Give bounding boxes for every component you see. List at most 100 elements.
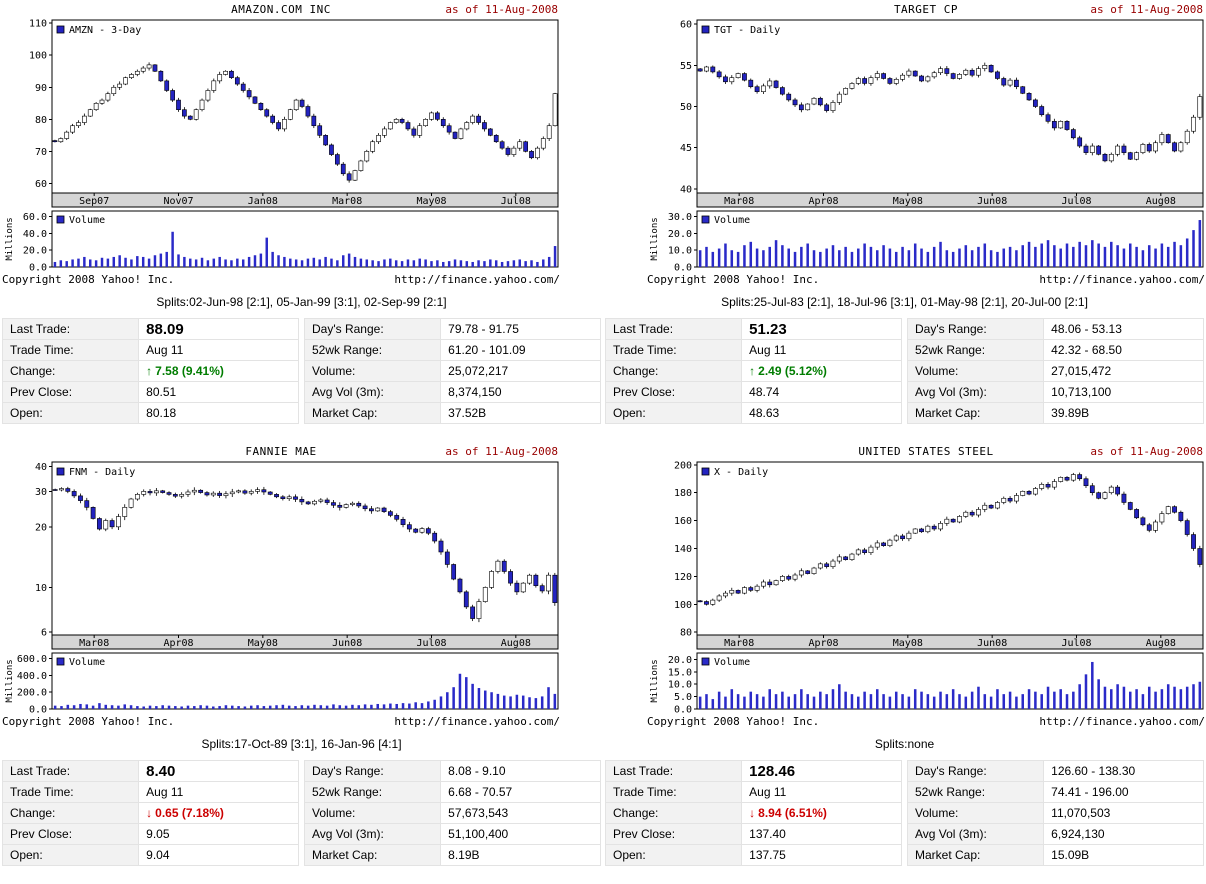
candlestick-volume-chart: 40 30 20 10 6 Mar08 Apr08 May08 Jun08 Jul08 Aug08 F…	[5, 461, 559, 716]
quote-value: ↓ 8.94 (6.51%)	[741, 802, 902, 824]
chart-as-of-date: as of 11-Aug-2008	[1090, 445, 1203, 458]
quote-tables: Last Trade: 8.40 Trade Time: Aug 11 Change: ↓…	[0, 756, 603, 866]
quote-value: Aug 11	[138, 781, 299, 803]
svg-text:0.0: 0.0	[29, 705, 47, 716]
quote-label: Prev Close:	[604, 823, 743, 845]
svg-text:Volume: Volume	[714, 215, 750, 226]
svg-text:160: 160	[674, 516, 692, 527]
svg-text:AMZN - 3-Day: AMZN - 3-Day	[69, 25, 141, 36]
chart-image: TARGET CP as of 11-Aug-2008 60 55 50 45 40 Ma…	[647, 0, 1205, 287]
chart-titlebar: AMAZON.COM INC as of 11-Aug-2008	[2, 0, 560, 17]
quote-value: Aug 11	[741, 781, 902, 803]
svg-text:140: 140	[674, 544, 692, 555]
chart-copyright: Copyright 2008 Yahoo! Inc.	[2, 273, 175, 286]
svg-text:45: 45	[680, 143, 692, 154]
quote-label: Trade Time:	[604, 339, 743, 361]
svg-text:May08: May08	[416, 196, 446, 207]
quote-value: 48.63	[741, 402, 902, 424]
quote-label: Open:	[604, 844, 743, 866]
quote-label: Volume:	[303, 802, 442, 824]
svg-text:200: 200	[674, 460, 692, 471]
quote-value: 15.09B	[1043, 844, 1204, 866]
quote-label: 52wk Range:	[303, 339, 442, 361]
quote-label: Avg Vol (3m):	[906, 823, 1045, 845]
quote-value: 8.19B	[440, 844, 601, 866]
quote-table-right: Day's Range: 48.06 - 53.13 52wk Range: 42.3…	[906, 318, 1204, 424]
svg-text:Apr08: Apr08	[163, 638, 193, 649]
svg-text:60.0: 60.0	[23, 212, 47, 223]
svg-text:15.0: 15.0	[668, 667, 692, 678]
svg-text:Jun08: Jun08	[977, 638, 1007, 649]
svg-text:40: 40	[680, 184, 692, 195]
svg-text:Jun08: Jun08	[332, 638, 362, 649]
stock-quadrant-tgt: TARGET CP as of 11-Aug-2008 60 55 50 45 40 Ma…	[603, 0, 1206, 442]
quote-value: 8.40	[138, 760, 299, 782]
quote-value: ↓ 0.65 (7.18%)	[138, 802, 299, 824]
svg-text:600.0: 600.0	[17, 654, 47, 665]
svg-text:100: 100	[29, 51, 47, 62]
quote-label: Prev Close:	[1, 823, 140, 845]
quote-value: 48.74	[741, 381, 902, 403]
chart-titlebar: FANNIE MAE as of 11-Aug-2008	[2, 442, 560, 459]
quote-label: Change:	[604, 802, 743, 824]
quote-table-left: Last Trade: 8.40 Trade Time: Aug 11 Change: ↓…	[1, 760, 299, 866]
svg-text:Jul08: Jul08	[416, 638, 446, 649]
chart-as-of-date: as of 11-Aug-2008	[1090, 3, 1203, 16]
chart-source-url[interactable]: http://finance.yahoo.com/	[394, 715, 560, 728]
chart-footer: Copyright 2008 Yahoo! Inc. http://financ…	[2, 715, 560, 729]
svg-text:20.0: 20.0	[668, 655, 692, 666]
quote-label: Change:	[1, 802, 140, 824]
quote-label: Market Cap:	[906, 844, 1045, 866]
quote-label: Change:	[1, 360, 140, 382]
change-up-arrow-icon: ↑	[749, 364, 756, 378]
quote-label: Day's Range:	[303, 760, 442, 782]
quote-label: Volume:	[303, 360, 442, 382]
chart-source-url[interactable]: http://finance.yahoo.com/	[1039, 273, 1205, 286]
quote-label: Last Trade:	[604, 318, 743, 340]
quote-value: 51.23	[741, 318, 902, 340]
svg-text:Aug08: Aug08	[501, 638, 531, 649]
quote-value: 27,015,472	[1043, 360, 1204, 382]
quote-value: 128.46	[741, 760, 902, 782]
svg-text:Millions: Millions	[650, 217, 660, 260]
svg-text:80: 80	[680, 628, 692, 639]
chart-title: TARGET CP	[893, 3, 959, 16]
chart-source-url[interactable]: http://finance.yahoo.com/	[1039, 715, 1205, 728]
svg-text:6: 6	[41, 628, 47, 639]
change-down-arrow-icon: ↓	[146, 806, 153, 820]
quote-label: Avg Vol (3m):	[906, 381, 1045, 403]
quote-label: Market Cap:	[303, 402, 442, 424]
svg-text:30.0: 30.0	[668, 212, 692, 223]
svg-text:20.0: 20.0	[668, 229, 692, 240]
quote-table-right: Day's Range: 126.60 - 138.30 52wk Range: 74…	[906, 760, 1204, 866]
chart-source-url[interactable]: http://finance.yahoo.com/	[394, 273, 560, 286]
quote-value: 10,713,100	[1043, 381, 1204, 403]
quote-label: Day's Range:	[303, 318, 442, 340]
chart-as-of-date: as of 11-Aug-2008	[445, 3, 558, 16]
quote-label: Avg Vol (3m):	[303, 823, 442, 845]
quote-value: 9.05	[138, 823, 299, 845]
quote-tables: Last Trade: 128.46 Trade Time: Aug 11 Change…	[603, 756, 1206, 866]
quote-tables: Last Trade: 88.09 Trade Time: Aug 11 Change:…	[0, 314, 603, 424]
quote-value: 126.60 - 138.30	[1043, 760, 1204, 782]
quote-value: 80.18	[138, 402, 299, 424]
svg-text:30: 30	[35, 487, 47, 498]
quote-value: 51,100,400	[440, 823, 601, 845]
candlestick-volume-chart: 200 180 160 140 120 100 80 Mar08 Apr08 May08 Jun08…	[650, 460, 1204, 715]
splits-note: Splits:none	[874, 737, 935, 751]
quote-value: 25,072,217	[440, 360, 601, 382]
chart-footer: Copyright 2008 Yahoo! Inc. http://financ…	[647, 715, 1205, 729]
svg-text:90: 90	[35, 83, 47, 94]
quote-value: 137.75	[741, 844, 902, 866]
svg-text:Mar08: Mar08	[79, 638, 109, 649]
quote-label: Open:	[1, 844, 140, 866]
quote-label: Last Trade:	[1, 318, 140, 340]
quote-value: 42.32 - 68.50	[1043, 339, 1204, 361]
quote-label: Last Trade:	[1, 760, 140, 782]
quote-tables: Last Trade: 51.23 Trade Time: Aug 11 Change:…	[603, 314, 1206, 424]
quote-value: 6,924,130	[1043, 823, 1204, 845]
change-value: 8.94 (6.51%)	[758, 806, 827, 820]
quote-label: Day's Range:	[906, 318, 1045, 340]
chart-titlebar: UNITED STATES STEEL as of 11-Aug-2008	[647, 442, 1205, 459]
quote-value: 57,673,543	[440, 802, 601, 824]
